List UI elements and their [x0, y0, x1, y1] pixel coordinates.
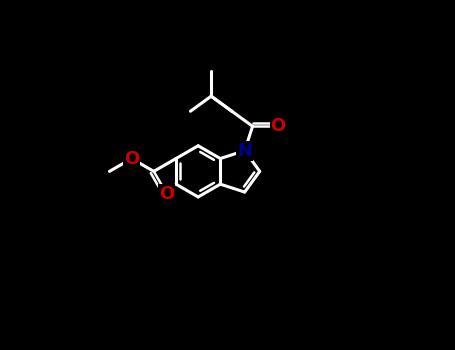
Text: O: O [271, 117, 286, 135]
Text: O: O [159, 184, 174, 203]
Text: N: N [237, 142, 252, 160]
Text: O: O [124, 149, 139, 168]
